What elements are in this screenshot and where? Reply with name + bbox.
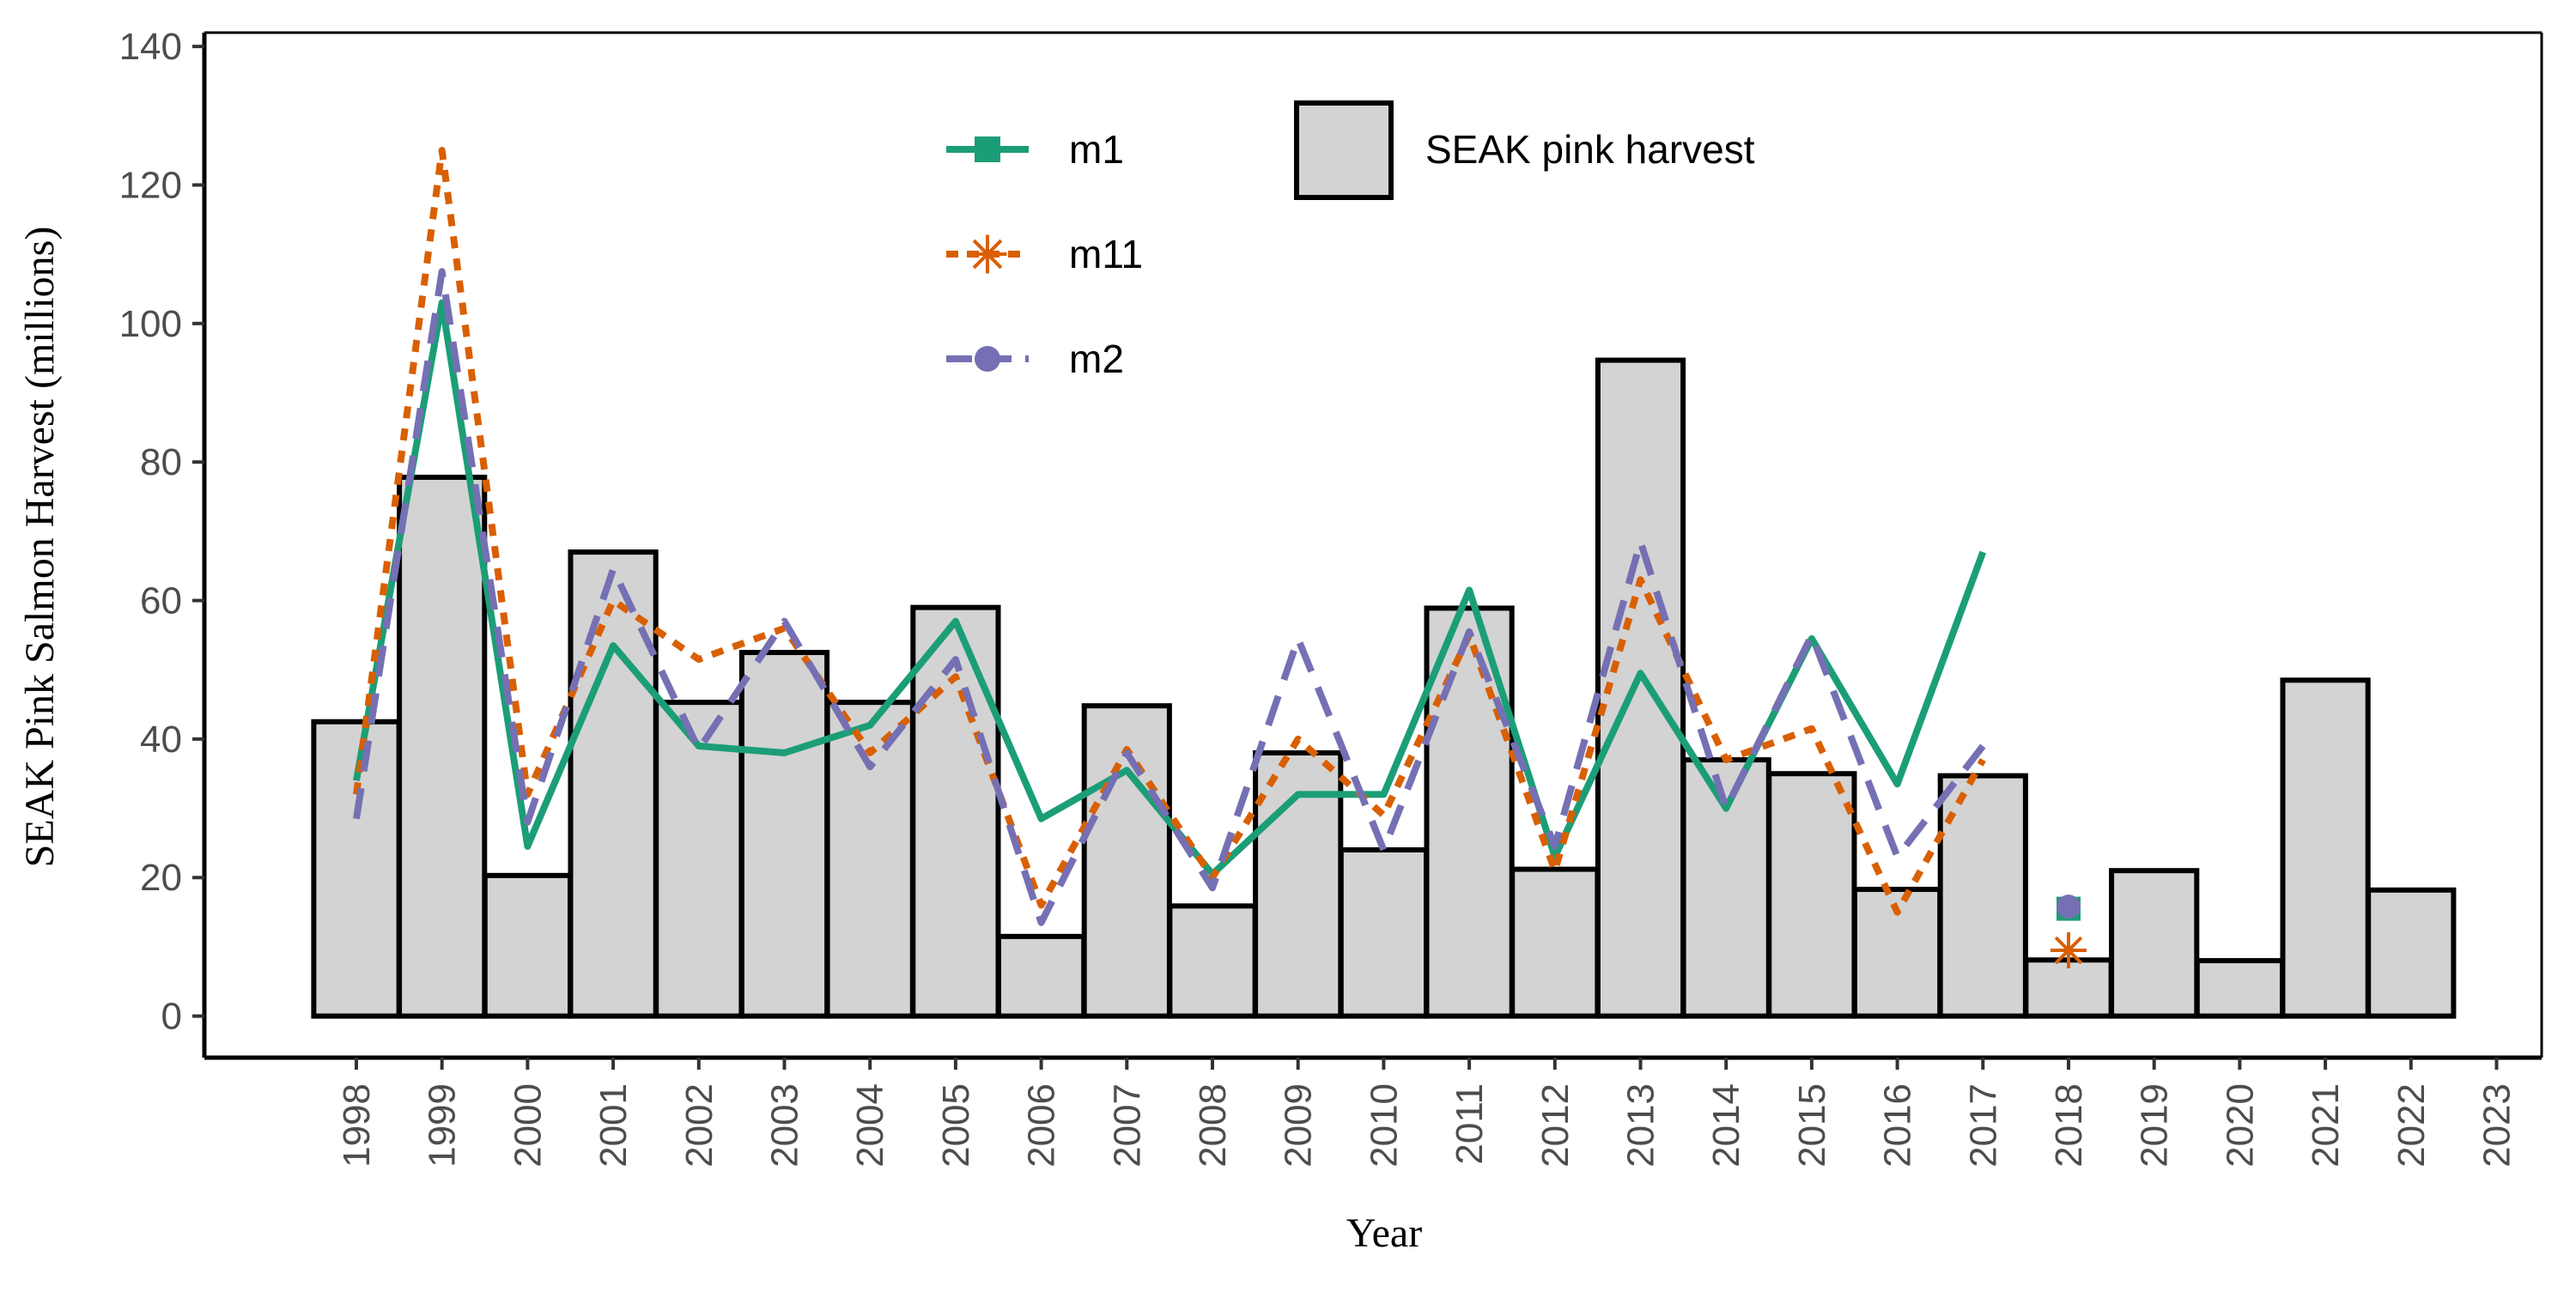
- legend-item-m2: m2: [946, 337, 1124, 381]
- legend-marker-m1: [975, 136, 1000, 162]
- x-tick-label-2015: 2015: [1791, 1083, 1833, 1168]
- forecast-point-m2: [2057, 895, 2081, 919]
- x-tick-label-2000: 2000: [507, 1083, 549, 1168]
- bar-2021: [2280, 677, 2371, 1019]
- bar-2012: [1510, 866, 1601, 1019]
- x-tick-label-2012: 2012: [1534, 1083, 1577, 1168]
- x-tick-label-2007: 2007: [1106, 1083, 1148, 1168]
- x-tick-label-2023: 2023: [2476, 1083, 2518, 1168]
- bar-2013: [1595, 357, 1686, 1019]
- y-tick-label-100: 100: [119, 303, 182, 345]
- x-tick-label-2001: 2001: [592, 1083, 635, 1168]
- x-tick-label-1999: 1999: [422, 1083, 464, 1168]
- forecast-point-m11: [2050, 931, 2087, 968]
- y-tick-label-60: 60: [140, 580, 182, 622]
- bar-1999: [397, 474, 488, 1019]
- bar-2019: [2109, 868, 2200, 1019]
- x-tick-label-2011: 2011: [1449, 1083, 1491, 1165]
- x-tick-label-2005: 2005: [935, 1083, 977, 1168]
- y-tick-label-80: 80: [140, 441, 182, 483]
- x-tick-label-2009: 2009: [1278, 1083, 1320, 1168]
- series-line-m11: [353, 147, 1986, 916]
- x-tick-label-2020: 2020: [2219, 1083, 2261, 1168]
- legend-item-m1: m1: [946, 127, 1124, 172]
- x-axis-title: Year: [1346, 1210, 1422, 1256]
- bar-2022: [2366, 887, 2457, 1019]
- x-tick-label-2019: 2019: [2134, 1083, 2176, 1168]
- bar-2002: [653, 700, 744, 1019]
- bar-2020: [2194, 958, 2286, 1019]
- legend-label-m11: m11: [1069, 232, 1143, 276]
- x-tick-label-2008: 2008: [1192, 1083, 1234, 1168]
- lines-layer: [353, 147, 2087, 968]
- x-tick-label-1998: 1998: [336, 1083, 378, 1168]
- legend-swatch-bars: [1294, 100, 1394, 200]
- y-tick-label-120: 120: [119, 164, 182, 206]
- bar-2003: [738, 650, 830, 1019]
- bar-2006: [995, 933, 1087, 1019]
- bar-2015: [1766, 771, 1857, 1019]
- legend-marker-m11: [968, 234, 1007, 274]
- bar-2017: [1937, 773, 2028, 1019]
- series-line-m2: [353, 268, 1986, 926]
- legend-label-bars: SEAK pink harvest: [1425, 127, 1755, 172]
- y-tick-label-20: 20: [140, 857, 182, 899]
- y-tick-label-0: 0: [161, 996, 182, 1038]
- bar-2000: [482, 872, 574, 1019]
- x-tick-label-2017: 2017: [1962, 1083, 2004, 1168]
- x-tick-label-2016: 2016: [1877, 1083, 1919, 1168]
- x-tick-label-2006: 2006: [1021, 1083, 1063, 1168]
- legend: m1 m11 m2 SEAK pink harvest: [946, 100, 1755, 381]
- axes-layer: 0 20 40 60 80 100 120 140 1998 1999 2000 2001 2002 20…: [119, 26, 2543, 1168]
- x-tick-label-2014: 2014: [1705, 1083, 1747, 1168]
- x-tick-label-2013: 2013: [1620, 1083, 1662, 1168]
- x-tick-label-2021: 2021: [2305, 1083, 2347, 1168]
- legend-item-m11: m11: [946, 232, 1143, 276]
- x-tick-label-2004: 2004: [849, 1083, 891, 1168]
- x-tick-label-2018: 2018: [2048, 1083, 2090, 1168]
- x-tick-label-2003: 2003: [764, 1083, 806, 1168]
- legend-marker-m2: [975, 346, 1000, 372]
- x-tick-label-2002: 2002: [678, 1083, 720, 1168]
- bar-2018: [2023, 957, 2114, 1019]
- bar-2008: [1167, 903, 1258, 1019]
- legend-label-m1: m1: [1069, 127, 1124, 172]
- legend-item-bars: SEAK pink harvest: [1294, 100, 1755, 200]
- x-tick-label-2022: 2022: [2391, 1083, 2433, 1168]
- y-tick-label-140: 140: [119, 26, 182, 68]
- y-tick-label-40: 40: [140, 719, 182, 761]
- legend-label-m2: m2: [1069, 337, 1124, 381]
- x-tick-label-2010: 2010: [1363, 1083, 1405, 1168]
- y-axis-title: SEAK Pink Salmon Harvest (millions): [17, 227, 63, 868]
- bar-2010: [1338, 846, 1430, 1019]
- series-line-m1: [353, 299, 1987, 878]
- bars-layer: [311, 357, 2457, 1019]
- bar-2005: [910, 604, 1001, 1019]
